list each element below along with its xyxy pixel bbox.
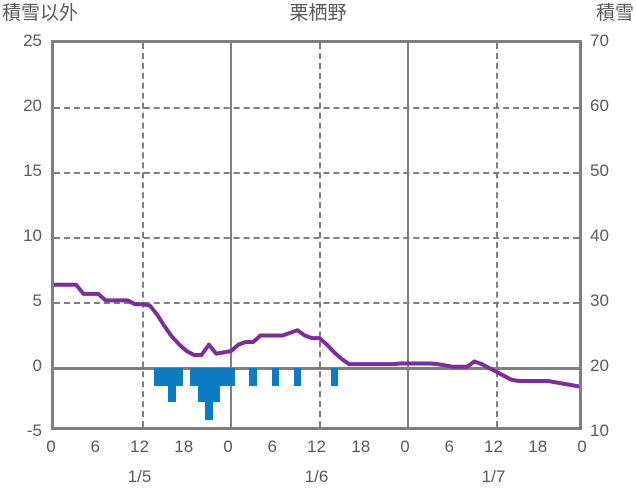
left-axis-tick-label: 15: [23, 161, 42, 180]
left-axis-tick-label: 5: [32, 291, 42, 310]
snow-depth-bar: [190, 368, 198, 386]
gridline-horizontal: [54, 237, 579, 239]
snow-depth-bar: [219, 368, 228, 386]
x-axis-tick-label: 12: [130, 437, 149, 456]
right-axis-tick-label: 40: [590, 226, 609, 245]
snow-depth-bar: [153, 368, 161, 386]
left-axis-tick-label: 0: [32, 356, 42, 375]
right-axis-title: 積雪: [595, 3, 634, 24]
x-axis-date-label: 1/6: [304, 467, 329, 486]
snow-depth-bar: [197, 368, 206, 402]
left-axis-tick-label: 25: [23, 31, 42, 50]
x-axis-date-label: 1/7: [481, 467, 506, 486]
snow-depth-bar: [271, 368, 279, 386]
x-axis-tick-label: 0: [577, 437, 587, 456]
right-axis-tick-label: 10: [590, 421, 609, 440]
gridline-vertical: [318, 43, 321, 427]
gridline-vertical: [230, 43, 232, 427]
snow-depth-bar: [212, 368, 220, 402]
page-title: 栗栖野: [289, 3, 347, 24]
x-axis-tick-label: 0: [46, 437, 56, 456]
snow-depth-bar: [330, 368, 338, 386]
x-axis-tick-label: 18: [351, 437, 371, 456]
gridline-vertical: [141, 43, 144, 427]
snow-depth-bar: [205, 368, 213, 420]
plot-area: [51, 40, 582, 430]
temperature-line: [54, 282, 579, 389]
x-axis-tick-label: 12: [307, 437, 326, 456]
x-axis-tick-label: 18: [528, 437, 548, 456]
x-axis-tick-label: 6: [90, 437, 100, 456]
left-axis-title: 積雪以外: [2, 3, 79, 24]
snow-depth-bar: [175, 368, 184, 386]
gridline-horizontal: [54, 172, 579, 174]
right-axis-tick-label: 30: [590, 291, 609, 310]
snow-depth-bar: [249, 368, 257, 386]
snow-depth-bar: [293, 368, 302, 386]
x-axis-date-label: 1/5: [127, 467, 152, 486]
left-axis-tick-label: 20: [23, 96, 42, 115]
x-axis-tick-label: 12: [484, 437, 503, 456]
gridline-vertical: [495, 43, 498, 427]
x-axis-tick-label: 0: [400, 437, 410, 456]
right-axis-tick-label: 50: [590, 161, 609, 180]
left-axis-tick-label: 10: [23, 226, 42, 245]
plot-inner: [54, 43, 579, 427]
x-axis-tick-label: 0: [223, 437, 233, 456]
gridline-horizontal: [54, 302, 579, 304]
right-axis-tick-label: 60: [590, 96, 609, 115]
snow-depth-bar: [227, 368, 235, 386]
snow-depth-bar: [168, 368, 176, 402]
chart-header: 積雪以外 栗栖野 積雪: [0, 0, 636, 30]
zero-line: [54, 367, 579, 370]
x-axis-tick-label: 6: [444, 437, 454, 456]
snow-depth-bar: [160, 368, 169, 386]
right-axis-tick-label: 70: [590, 31, 609, 50]
x-axis-tick-label: 18: [174, 437, 194, 456]
gridline-horizontal: [54, 107, 579, 109]
gridline-vertical: [407, 43, 409, 427]
x-axis-tick-label: 6: [267, 437, 277, 456]
right-axis-tick-label: 20: [590, 356, 609, 375]
left-axis-tick-label: -5: [26, 421, 42, 440]
